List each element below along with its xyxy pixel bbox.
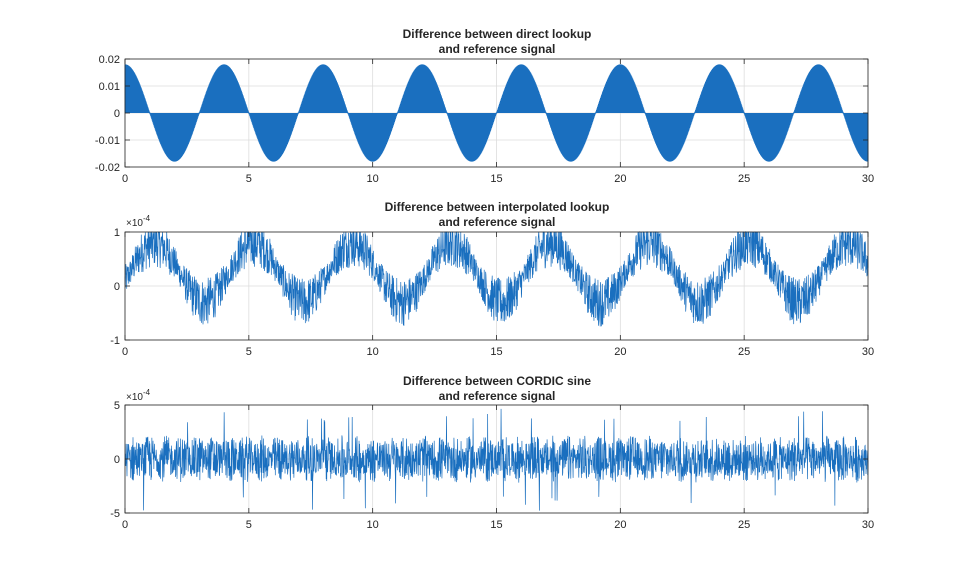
y-tick-label: 0.02 [99, 54, 120, 66]
x-tick-label: 20 [614, 346, 626, 358]
x-tick-label: 0 [122, 173, 128, 185]
series-line [124, 230, 869, 327]
x-tick-label: 15 [490, 519, 502, 531]
subplot-2-title-line-2: and reference signal [439, 215, 556, 229]
y-tick-label: 0 [114, 108, 120, 120]
subplot-2-ticks: 0 5 10 15 20 25 30-101 [110, 227, 874, 358]
x-tick-label: 20 [614, 519, 626, 531]
y-tick-label: 1 [114, 227, 120, 239]
subplot-1-title-line-1: Difference between direct lookup [403, 27, 592, 41]
y-tick-label: 5 [114, 400, 120, 412]
subplot-2-plot-area [124, 230, 869, 327]
subplot-2-title-line-1: Difference between interpolated lookup [385, 200, 610, 214]
x-tick-label: 30 [862, 346, 874, 358]
x-tick-label: 5 [246, 346, 252, 358]
x-tick-label: 25 [738, 519, 750, 531]
x-tick-label: 5 [246, 173, 252, 185]
y-tick-label: 0 [114, 454, 120, 466]
x-tick-label: 10 [367, 519, 379, 531]
x-tick-label: 20 [614, 173, 626, 185]
subplot-3-plot-area [124, 408, 869, 511]
subplot-3-exponent-label: ×10-4 [126, 388, 151, 403]
x-tick-label: 30 [862, 519, 874, 531]
y-tick-label: -0.01 [95, 135, 120, 147]
x-tick-label: 15 [490, 346, 502, 358]
subplot-1-ticks: 0 5 10 15 20 25 30 -0.02 -0.01 0 0.01 0.02 [95, 54, 874, 185]
subplot-cordic-sine: Difference between CORDIC sine and refer… [110, 374, 874, 531]
x-tick-label: 15 [490, 173, 502, 185]
x-tick-label: 5 [246, 519, 252, 531]
x-tick-label: 25 [738, 173, 750, 185]
series-line-direct-lookup [124, 64, 869, 162]
subplot-3-title-line-2: and reference signal [439, 389, 556, 403]
x-tick-label: 30 [862, 173, 874, 185]
x-tick-label: 0 [122, 346, 128, 358]
subplot-3-title-line-1: Difference between CORDIC sine [403, 374, 591, 388]
subplot-1-plot-area [124, 64, 869, 162]
series-line [124, 408, 869, 511]
subplot-1-title-line-2: and reference signal [439, 42, 556, 56]
y-tick-label: -5 [110, 508, 120, 520]
y-tick-label: 0 [114, 281, 120, 293]
y-tick-label: -0.02 [95, 162, 120, 174]
subplot-2-exponent-label: ×10-4 [126, 214, 151, 229]
y-tick-label: -1 [110, 335, 120, 347]
subplot-interpolated-lookup: Difference between interpolated lookup a… [110, 200, 874, 358]
x-tick-label: 10 [367, 346, 379, 358]
x-tick-label: 25 [738, 346, 750, 358]
x-tick-label: 10 [367, 173, 379, 185]
subplot-direct-lookup: Difference between direct lookup and ref… [95, 27, 874, 185]
x-tick-label: 0 [122, 519, 128, 531]
y-tick-label: 0.01 [99, 81, 120, 93]
subplot-3-ticks: 0 5 10 15 20 25 30-505 [110, 400, 874, 531]
